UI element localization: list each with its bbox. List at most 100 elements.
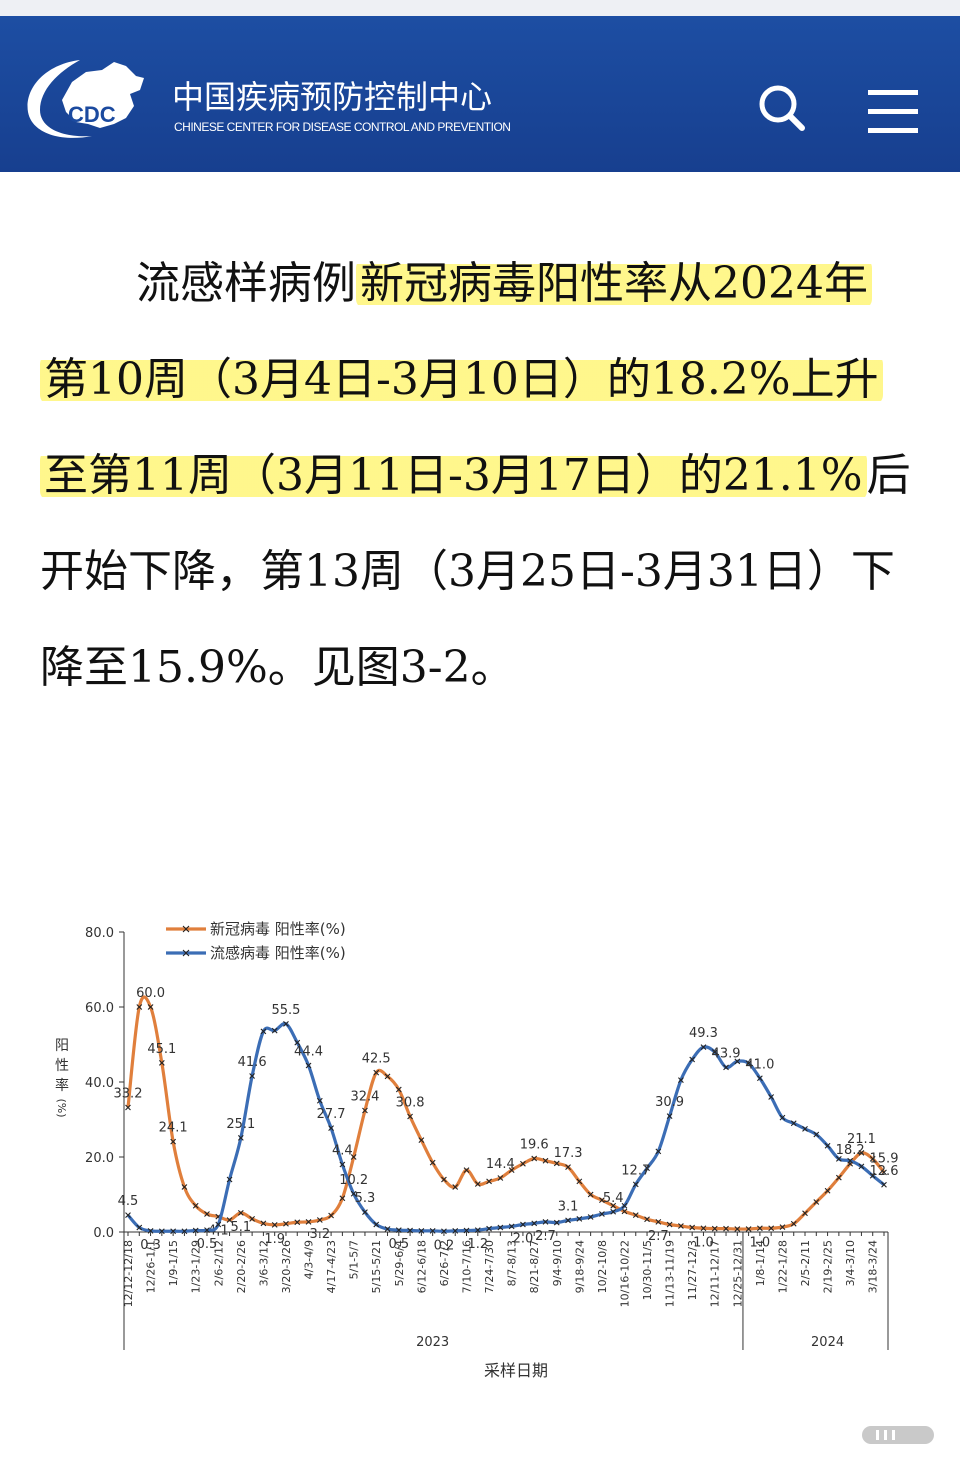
data-point-marker [553, 1219, 560, 1226]
data-point-marker [339, 1161, 346, 1168]
x-tick-label: 7/10-7/16 [461, 1240, 474, 1293]
data-point-marker [632, 1212, 639, 1219]
x-tick-label: 11/27-12/3 [686, 1240, 699, 1300]
x-tick-label: 4/3-4/9 [303, 1240, 316, 1279]
data-point-marker [463, 1167, 470, 1174]
data-point-marker [452, 1184, 459, 1190]
data-label: 12.7 [621, 1163, 650, 1178]
text-segment: 流感样病例 [136, 258, 356, 309]
paragraph-line-2: 第10周（3月4日-3月10日）的18.2%上升 [40, 332, 883, 428]
data-point-marker [745, 1226, 752, 1232]
data-point-marker [700, 1225, 707, 1232]
data-point-marker [452, 1227, 459, 1234]
data-label: 1.2 [467, 1237, 488, 1252]
legend-marker [182, 949, 190, 957]
cdc-logo[interactable]: CDC [22, 42, 162, 152]
data-point-marker [632, 1181, 639, 1188]
data-point-marker [666, 1221, 673, 1228]
data-point-marker [350, 1190, 357, 1197]
x-tick-label: 5/15-5/21 [370, 1240, 383, 1293]
data-point-marker [384, 1226, 391, 1232]
data-point-marker [734, 1226, 741, 1232]
top-status-strip [0, 0, 960, 16]
data-point-marker [237, 1209, 244, 1216]
x-tick-label: 12/12-12/18 [122, 1240, 135, 1307]
legend-marker [182, 925, 190, 933]
x-tick-label: 12/25-12/31 [731, 1240, 744, 1307]
data-point-marker [158, 1228, 165, 1235]
x-tick-label: 9/4-9/10 [551, 1240, 564, 1286]
data-point-marker [362, 1209, 368, 1216]
data-point-marker [835, 1174, 842, 1181]
x-tick-label: 1/22-1/28 [776, 1240, 789, 1293]
y-tick-label: 60.0 [85, 1001, 114, 1016]
x-tick-label: 5/29-6/4 [393, 1240, 406, 1286]
data-point-marker [204, 1227, 210, 1234]
data-point-marker [350, 1154, 357, 1160]
x-tick-label: 2/5-2/11 [799, 1240, 812, 1286]
x-tick-label: 4/17-4/23 [325, 1240, 338, 1293]
data-point-marker [136, 1224, 143, 1231]
x-tick-label: 2/19-2/25 [822, 1240, 835, 1293]
data-point-marker [734, 1058, 741, 1065]
data-point-marker [711, 1225, 718, 1232]
data-point-marker [723, 1225, 729, 1232]
data-point-marker [474, 1227, 481, 1234]
series-line-covid [126, 995, 886, 1231]
paragraph-line-4: 开始下降，第13周（3月25日-3月31日）下 [40, 546, 895, 597]
data-point-marker [407, 1227, 413, 1234]
data-point-marker [644, 1216, 650, 1223]
paragraph-line-3: 至第11周（3月11日-3月17日）的21.1%后 [40, 428, 911, 524]
data-point-marker [170, 1138, 177, 1145]
x-tick-label: 10/30-11/5 [641, 1240, 654, 1300]
legend-label: 新冠病毒 阳性率(%) [210, 920, 346, 938]
data-label: 43.9 [712, 1046, 741, 1061]
data-point-marker [745, 1060, 752, 1067]
data-point-marker [418, 1227, 425, 1234]
data-point-marker [520, 1221, 526, 1228]
data-point-marker [237, 1134, 244, 1141]
data-point-marker [170, 1228, 177, 1235]
data-point-marker [136, 1004, 143, 1010]
data-point-marker [790, 1220, 797, 1227]
data-point-marker [869, 1155, 876, 1162]
data-label: 3.2 [309, 1227, 330, 1242]
data-point-marker [362, 1107, 368, 1114]
data-label: 2.0 [513, 1232, 534, 1247]
data-point-marker [147, 1227, 154, 1234]
menu-button[interactable] [866, 88, 920, 136]
data-point-marker [802, 1210, 808, 1217]
data-point-marker [158, 1059, 165, 1066]
data-point-marker [260, 1220, 267, 1227]
data-point-marker [508, 1223, 515, 1230]
paragraph-line-1: 流感样病例新冠病毒阳性率从2024年 [136, 236, 872, 332]
data-point-marker [858, 1149, 865, 1156]
data-point-marker [813, 1131, 820, 1138]
data-point-marker [147, 1004, 154, 1010]
data-point-marker [339, 1195, 346, 1202]
data-point-marker [181, 1228, 188, 1235]
data-point-marker [520, 1160, 526, 1167]
data-point-marker [587, 1214, 594, 1220]
data-point-marker [644, 1165, 650, 1172]
data-point-marker [858, 1163, 865, 1170]
data-label: 24.1 [159, 1121, 188, 1136]
data-label: 1.9 [264, 1232, 285, 1247]
data-label: 41.6 [238, 1055, 267, 1070]
data-point-marker [486, 1225, 492, 1232]
data-point-marker [192, 1227, 199, 1234]
bottom-handle [862, 1426, 934, 1444]
data-point-marker [542, 1157, 549, 1164]
data-label: 10.2 [339, 1173, 368, 1188]
x-tick-label: 3/18-3/24 [867, 1240, 880, 1293]
data-point-marker [689, 1224, 696, 1231]
data-point-marker [587, 1191, 594, 1198]
y-axis-label-char: 性 [55, 1058, 69, 1074]
data-point-marker [700, 1044, 707, 1051]
search-button[interactable] [756, 82, 810, 136]
search-icon [759, 85, 805, 131]
x-tick-label: 1/9-1/15 [167, 1240, 180, 1286]
data-point-marker [294, 1219, 301, 1226]
data-point-marker [621, 1202, 628, 1209]
data-point-marker [474, 1181, 481, 1187]
